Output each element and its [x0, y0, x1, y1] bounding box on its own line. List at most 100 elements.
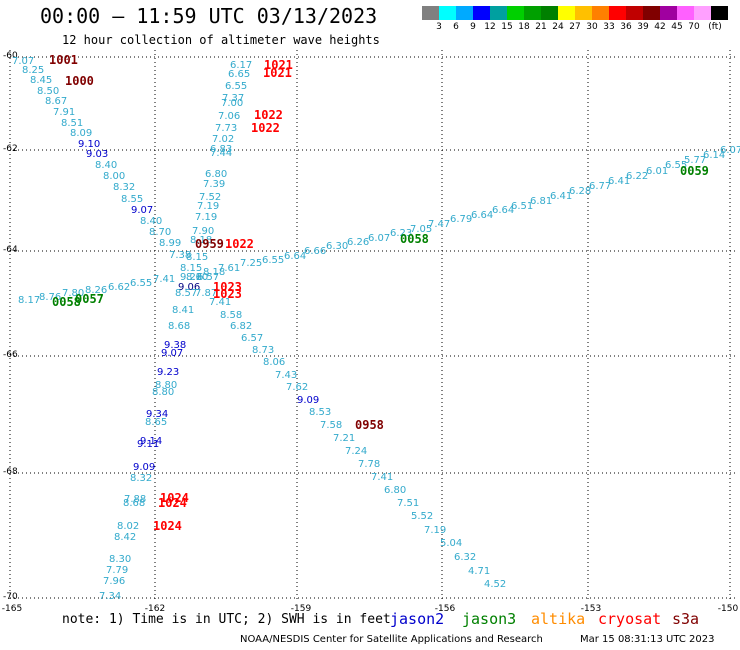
wave-height-value: 7.19 — [195, 212, 218, 223]
legend-swatch — [524, 6, 541, 20]
wave-height-value: 6.26 — [347, 237, 370, 248]
pass-time: 1024 — [158, 496, 187, 510]
wave-height-value: 8.32 — [113, 182, 136, 193]
legend-tick-label: 24 — [552, 22, 564, 32]
wave-height-value: 6.17 — [230, 60, 253, 71]
wave-height-value: 7.73 — [215, 123, 238, 134]
wave-height-value: 8.09 — [70, 128, 93, 139]
wave-height-value: 6.41 — [608, 176, 631, 187]
wave-height-value: 8.80 — [155, 380, 178, 391]
legend-tick-label: 12 — [484, 22, 496, 32]
wave-height-value: 5.77 — [684, 155, 707, 166]
legend-tick-label: 27 — [569, 22, 581, 32]
wave-height-value: 8.68 — [123, 498, 146, 509]
map-subtitle: 12 hour collection of altimeter wave hei… — [62, 33, 380, 47]
pass-time: 0058 — [52, 295, 81, 309]
wave-height-value: 6.41 — [550, 191, 573, 202]
wave-height-value: 6.55 — [665, 160, 688, 171]
latitude-label: -70 — [3, 592, 18, 602]
wave-height-value: 7.41 — [153, 274, 176, 285]
pass-time: 0959 — [195, 237, 224, 251]
wave-height-value: 8.99 — [159, 238, 182, 249]
latitude-label: -66 — [3, 350, 18, 360]
wave-height-value: 8.65 — [145, 417, 168, 428]
pass-time: 1021 — [264, 58, 293, 72]
wave-height-value: 7.90 — [192, 226, 215, 237]
wave-height-value: 6.32 — [454, 552, 477, 563]
wave-height-value: 7.24 — [345, 446, 368, 457]
legend-swatch — [507, 6, 524, 20]
legend-swatch — [456, 6, 473, 20]
wave-height-value: 7.19 — [197, 201, 220, 212]
latitude-label: -60 — [3, 51, 18, 61]
pass-time: 1022 — [225, 237, 254, 251]
pass-time: 1022 — [251, 121, 280, 135]
wave-height-value: 4.52 — [484, 579, 507, 590]
wave-height-value: 8.45 — [30, 75, 53, 86]
legend-swatch — [422, 6, 439, 20]
wave-height-value: 8.30 — [109, 554, 132, 565]
wave-height-value: 9.11 — [137, 439, 160, 450]
wave-height-value: 6.07 — [720, 145, 740, 156]
wave-height-value: 8.76 — [39, 292, 62, 303]
wave-height-value: 8.51 — [61, 118, 84, 129]
legend-swatch — [575, 6, 592, 20]
wave-height-value: 6.62 — [108, 282, 131, 293]
wave-height-value: 9.22 — [180, 272, 203, 283]
legend-tick-label: 21 — [535, 22, 547, 32]
wave-height-value: 6.57 — [241, 333, 264, 344]
legend-swatch — [439, 6, 456, 20]
longitude-label: -153 — [580, 604, 602, 614]
longitude-label: -165 — [1, 604, 23, 614]
wave-height-value: 7.39 — [203, 179, 226, 190]
legend-swatch — [609, 6, 626, 20]
longitude-label: -162 — [144, 604, 166, 614]
legend-tick-label: 15 — [501, 22, 513, 32]
wave-height-value: 6.79 — [450, 214, 473, 225]
wave-height-value: 7.07 — [12, 56, 35, 67]
wave-height-value: 7.05 — [410, 224, 433, 235]
legend-swatch — [660, 6, 677, 20]
legend-swatch — [711, 6, 728, 20]
wave-height-value: 7.38 — [169, 250, 192, 261]
legend-tick-label: 45 — [671, 22, 683, 32]
wave-height-value: 6.82 — [230, 321, 253, 332]
pass-time: 1024 — [153, 519, 182, 533]
wave-height-value: 9.34 — [146, 409, 169, 420]
wave-height-value: 7.61 — [218, 263, 241, 274]
wave-height-value: 7.21 — [333, 433, 356, 444]
wave-height-value: 9.03 — [86, 149, 109, 160]
legend-swatch — [592, 6, 609, 20]
wave-height-value: 9.06 — [178, 282, 201, 293]
wave-height-value: 9.09 — [133, 462, 156, 473]
graticule-grid — [9, 50, 735, 602]
wave-height-value: 6.30 — [326, 241, 349, 252]
legend-swatch — [643, 6, 660, 20]
wave-height-value: 6.51 — [511, 201, 534, 212]
wave-height-value: 6.80 — [384, 485, 407, 496]
wave-height-value: 9.07 — [161, 348, 184, 359]
wave-height-value: 6.55 — [225, 81, 248, 92]
wave-height-value: 6.83 — [210, 144, 233, 155]
wave-height-value: 6.14 — [703, 150, 726, 161]
wave-height-value: 7.80 — [62, 288, 85, 299]
latitude-label: -64 — [3, 245, 18, 255]
wave-height-value: 8.18 — [203, 267, 226, 278]
wave-height-value: 7.19 — [424, 525, 447, 536]
wave-height-value: 7.79 — [106, 565, 129, 576]
wave-height-value: 6.07 — [368, 233, 391, 244]
wave-height-value: 8.17 — [18, 295, 41, 306]
pass-time: 1021 — [263, 66, 292, 80]
wave-height-value: 8.42 — [114, 532, 137, 543]
wave-height-value: 8.57 — [175, 288, 198, 299]
wave-height-value: 9.09 — [297, 395, 320, 406]
wave-height-value: 6.80 — [205, 169, 228, 180]
wave-height-value: 8.60 — [186, 272, 209, 283]
legend-tick-label: 39 — [637, 22, 649, 32]
legend-tick-label: 42 — [654, 22, 666, 32]
wave-height-value: 5.04 — [440, 538, 463, 549]
satellite-jason3-label: jason3 — [462, 610, 517, 628]
legend-tick-label: 30 — [586, 22, 598, 32]
legend-tick-label: 9 — [470, 22, 476, 32]
